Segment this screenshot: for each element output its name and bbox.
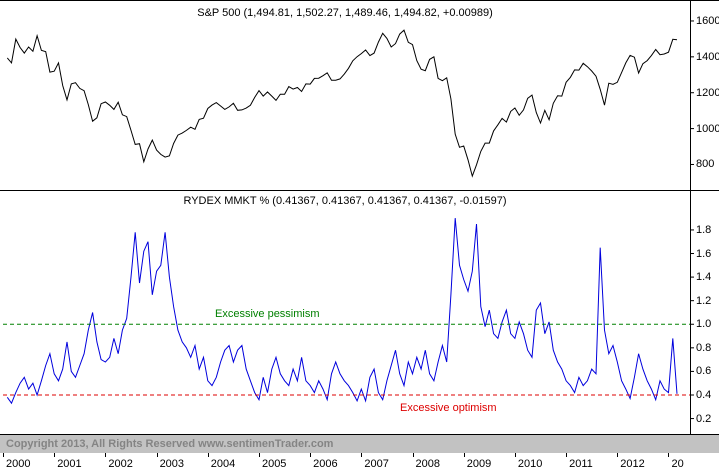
rydex-series-line	[6, 218, 678, 405]
x-tick	[3, 453, 4, 457]
rydex-mmkt-chart-svg	[0, 190, 719, 435]
y-axis-label: 1.6	[696, 247, 712, 260]
y-axis-label: 800	[696, 158, 715, 171]
y-axis-label: 1.4	[696, 271, 712, 284]
y-axis-label: 0.2	[696, 412, 712, 425]
y-axis-label: 1000	[696, 122, 719, 135]
x-axis-label: 2010	[517, 458, 543, 470]
rydex-mmkt-title: RYDEX MMKT % (0.41367, 0.41367, 0.41367,…	[183, 195, 507, 207]
x-tick	[412, 453, 414, 457]
y-axis-label: 1.2	[696, 294, 712, 307]
x-axis-label: 2012	[620, 458, 645, 470]
y-axis-label: 0.6	[696, 365, 712, 378]
x-axis-label: 2001	[57, 458, 82, 470]
x-tick	[668, 453, 670, 457]
sp500-title: S&P 500 (1,494.81, 1,502.27, 1,489.46, 1…	[197, 7, 493, 19]
y-axis-label: 1.8	[696, 223, 712, 236]
copyright-bar: Copyright 2013, All Rights Reserved www.…	[0, 435, 719, 453]
x-tick	[258, 453, 260, 457]
y-axis-label: 0.4	[696, 388, 712, 401]
x-tick	[54, 453, 56, 457]
y-axis-label: 1.0	[696, 318, 712, 331]
y-axis-label: 1600	[696, 14, 719, 27]
y-axis-label: 1400	[696, 50, 719, 63]
x-axis-label: 2004	[210, 458, 236, 470]
x-axis-label: 2006	[313, 458, 338, 470]
x-tick	[566, 453, 568, 457]
copyright-text: Copyright 2013, All Rights Reserved www.…	[6, 438, 334, 450]
x-axis-label: 2000	[6, 458, 31, 470]
x-axis-label: 2007	[364, 458, 389, 470]
x-tick	[156, 453, 158, 457]
x-axis-label: 20	[671, 458, 684, 470]
x-axis-label: 2008	[415, 458, 441, 470]
x-axis-label: 2009	[466, 458, 492, 470]
x-axis-label: 2011	[569, 458, 593, 470]
sp500-price-chart-svg	[0, 0, 719, 190]
pessimism-label: Excessive pessimism	[215, 308, 320, 321]
x-axis-label: 2003	[159, 458, 185, 470]
x-axis-label: 2002	[108, 458, 133, 470]
y-axis-label: 1200	[696, 86, 719, 99]
x-tick	[514, 453, 516, 457]
x-axis-labels: 2000 2001 2002 2003 2004 2005 2006 2007 2008 2009…	[0, 453, 719, 473]
x-tick	[105, 453, 107, 457]
x-axis-label: 2005	[261, 458, 287, 470]
x-tick	[310, 453, 312, 457]
sp500-series-line	[6, 29, 678, 178]
x-tick	[207, 453, 209, 457]
x-tick	[463, 453, 465, 457]
optimism-label: Excessive optimism	[400, 401, 497, 414]
x-tick	[361, 453, 363, 457]
y-axis-label: 0.8	[696, 341, 712, 354]
x-tick	[617, 453, 619, 457]
